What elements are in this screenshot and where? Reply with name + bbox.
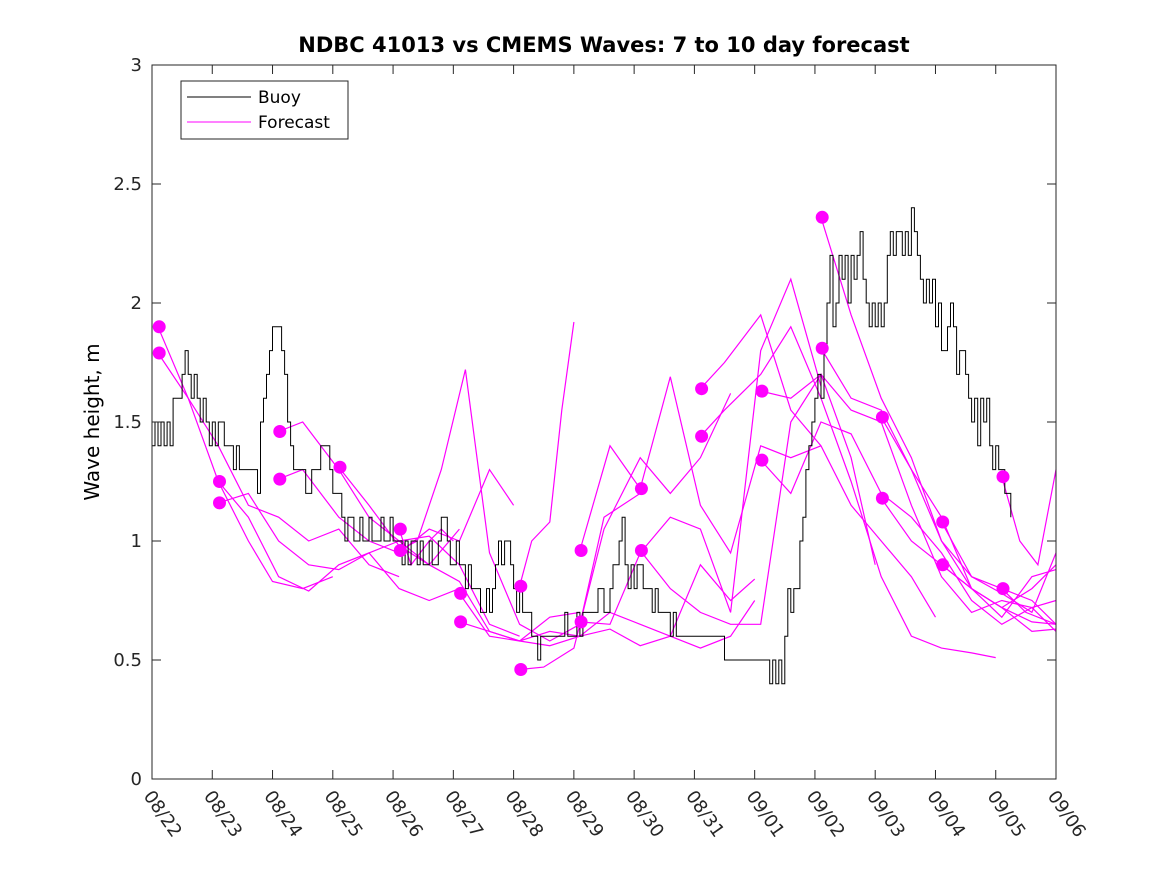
forecast-marker-29 bbox=[996, 582, 1010, 596]
forecast-marker-14 bbox=[574, 544, 588, 557]
y-tick-label: 1.5 bbox=[113, 412, 142, 433]
forecast-marker-8 bbox=[393, 522, 407, 536]
chart-title: NDBC 41013 vs CMEMS Waves: 7 to 10 day f… bbox=[298, 33, 909, 57]
forecast-marker-12 bbox=[514, 579, 528, 593]
forecast-marker-17 bbox=[634, 544, 648, 557]
forecast-marker-2 bbox=[152, 346, 166, 360]
forecast-marker-27 bbox=[936, 558, 950, 572]
forecast-marker-7 bbox=[333, 460, 347, 474]
y-tick-label: 0.5 bbox=[113, 650, 142, 671]
y-tick-label: 0 bbox=[131, 769, 142, 790]
forecast-marker-22 bbox=[815, 210, 829, 224]
forecast-marker-18 bbox=[695, 382, 709, 396]
forecast-series-17 bbox=[699, 313, 937, 618]
forecast-marker-23 bbox=[815, 341, 829, 355]
forecast-marker-16 bbox=[634, 482, 648, 496]
forecast-marker-4 bbox=[213, 496, 226, 510]
forecast-series-9 bbox=[398, 369, 641, 642]
forecast-series-15 bbox=[579, 277, 822, 625]
forecast-series-18 bbox=[699, 325, 996, 659]
legend-box bbox=[180, 80, 349, 140]
legend: Buoy Forecast bbox=[180, 80, 349, 140]
data-layer bbox=[152, 207, 1057, 685]
forecast-series-12 bbox=[519, 321, 575, 587]
forecast-marker-3 bbox=[213, 475, 226, 488]
forecast-series-28 bbox=[1001, 588, 1057, 625]
forecast-marker-6 bbox=[273, 472, 287, 486]
forecast-marker-24 bbox=[875, 410, 889, 424]
forecast-series-13 bbox=[519, 393, 732, 671]
forecast-marker-5 bbox=[273, 425, 287, 438]
forecast-marker-28 bbox=[996, 470, 1010, 484]
legend-buoy-label: Buoy bbox=[258, 88, 301, 108]
legend-forecast-label: Forecast bbox=[258, 113, 330, 133]
forecast-marker-15 bbox=[574, 615, 588, 629]
forecast-marker-11 bbox=[454, 615, 468, 629]
forecast-series-26 bbox=[941, 564, 1057, 619]
forecast-series-14 bbox=[579, 376, 822, 555]
forecast-series-11 bbox=[459, 563, 756, 647]
forecast-marker-19 bbox=[695, 429, 709, 443]
buoy-series bbox=[152, 207, 1012, 685]
forecast-series-4 bbox=[218, 492, 460, 571]
y-tick-label: 2.5 bbox=[113, 174, 142, 195]
forecast-marker-10 bbox=[454, 586, 468, 600]
forecast-series-3 bbox=[217, 481, 460, 602]
forecast-marker-9 bbox=[393, 544, 407, 557]
y-tick-label: 2 bbox=[131, 293, 142, 314]
y-axis-label: Wave height, m bbox=[80, 343, 104, 500]
forecast-marker-26 bbox=[936, 515, 950, 529]
forecast-series-2 bbox=[157, 352, 400, 578]
y-tick-label: 3 bbox=[131, 55, 142, 76]
forecast-marker-20 bbox=[755, 384, 769, 398]
y-tick-label: 1 bbox=[131, 531, 142, 552]
forecast-marker-25 bbox=[875, 491, 889, 505]
forecast-marker-21 bbox=[755, 453, 769, 467]
forecast-series-7 bbox=[338, 466, 580, 642]
forecast-marker-13 bbox=[514, 663, 528, 676]
forecast-marker-1 bbox=[152, 320, 166, 334]
